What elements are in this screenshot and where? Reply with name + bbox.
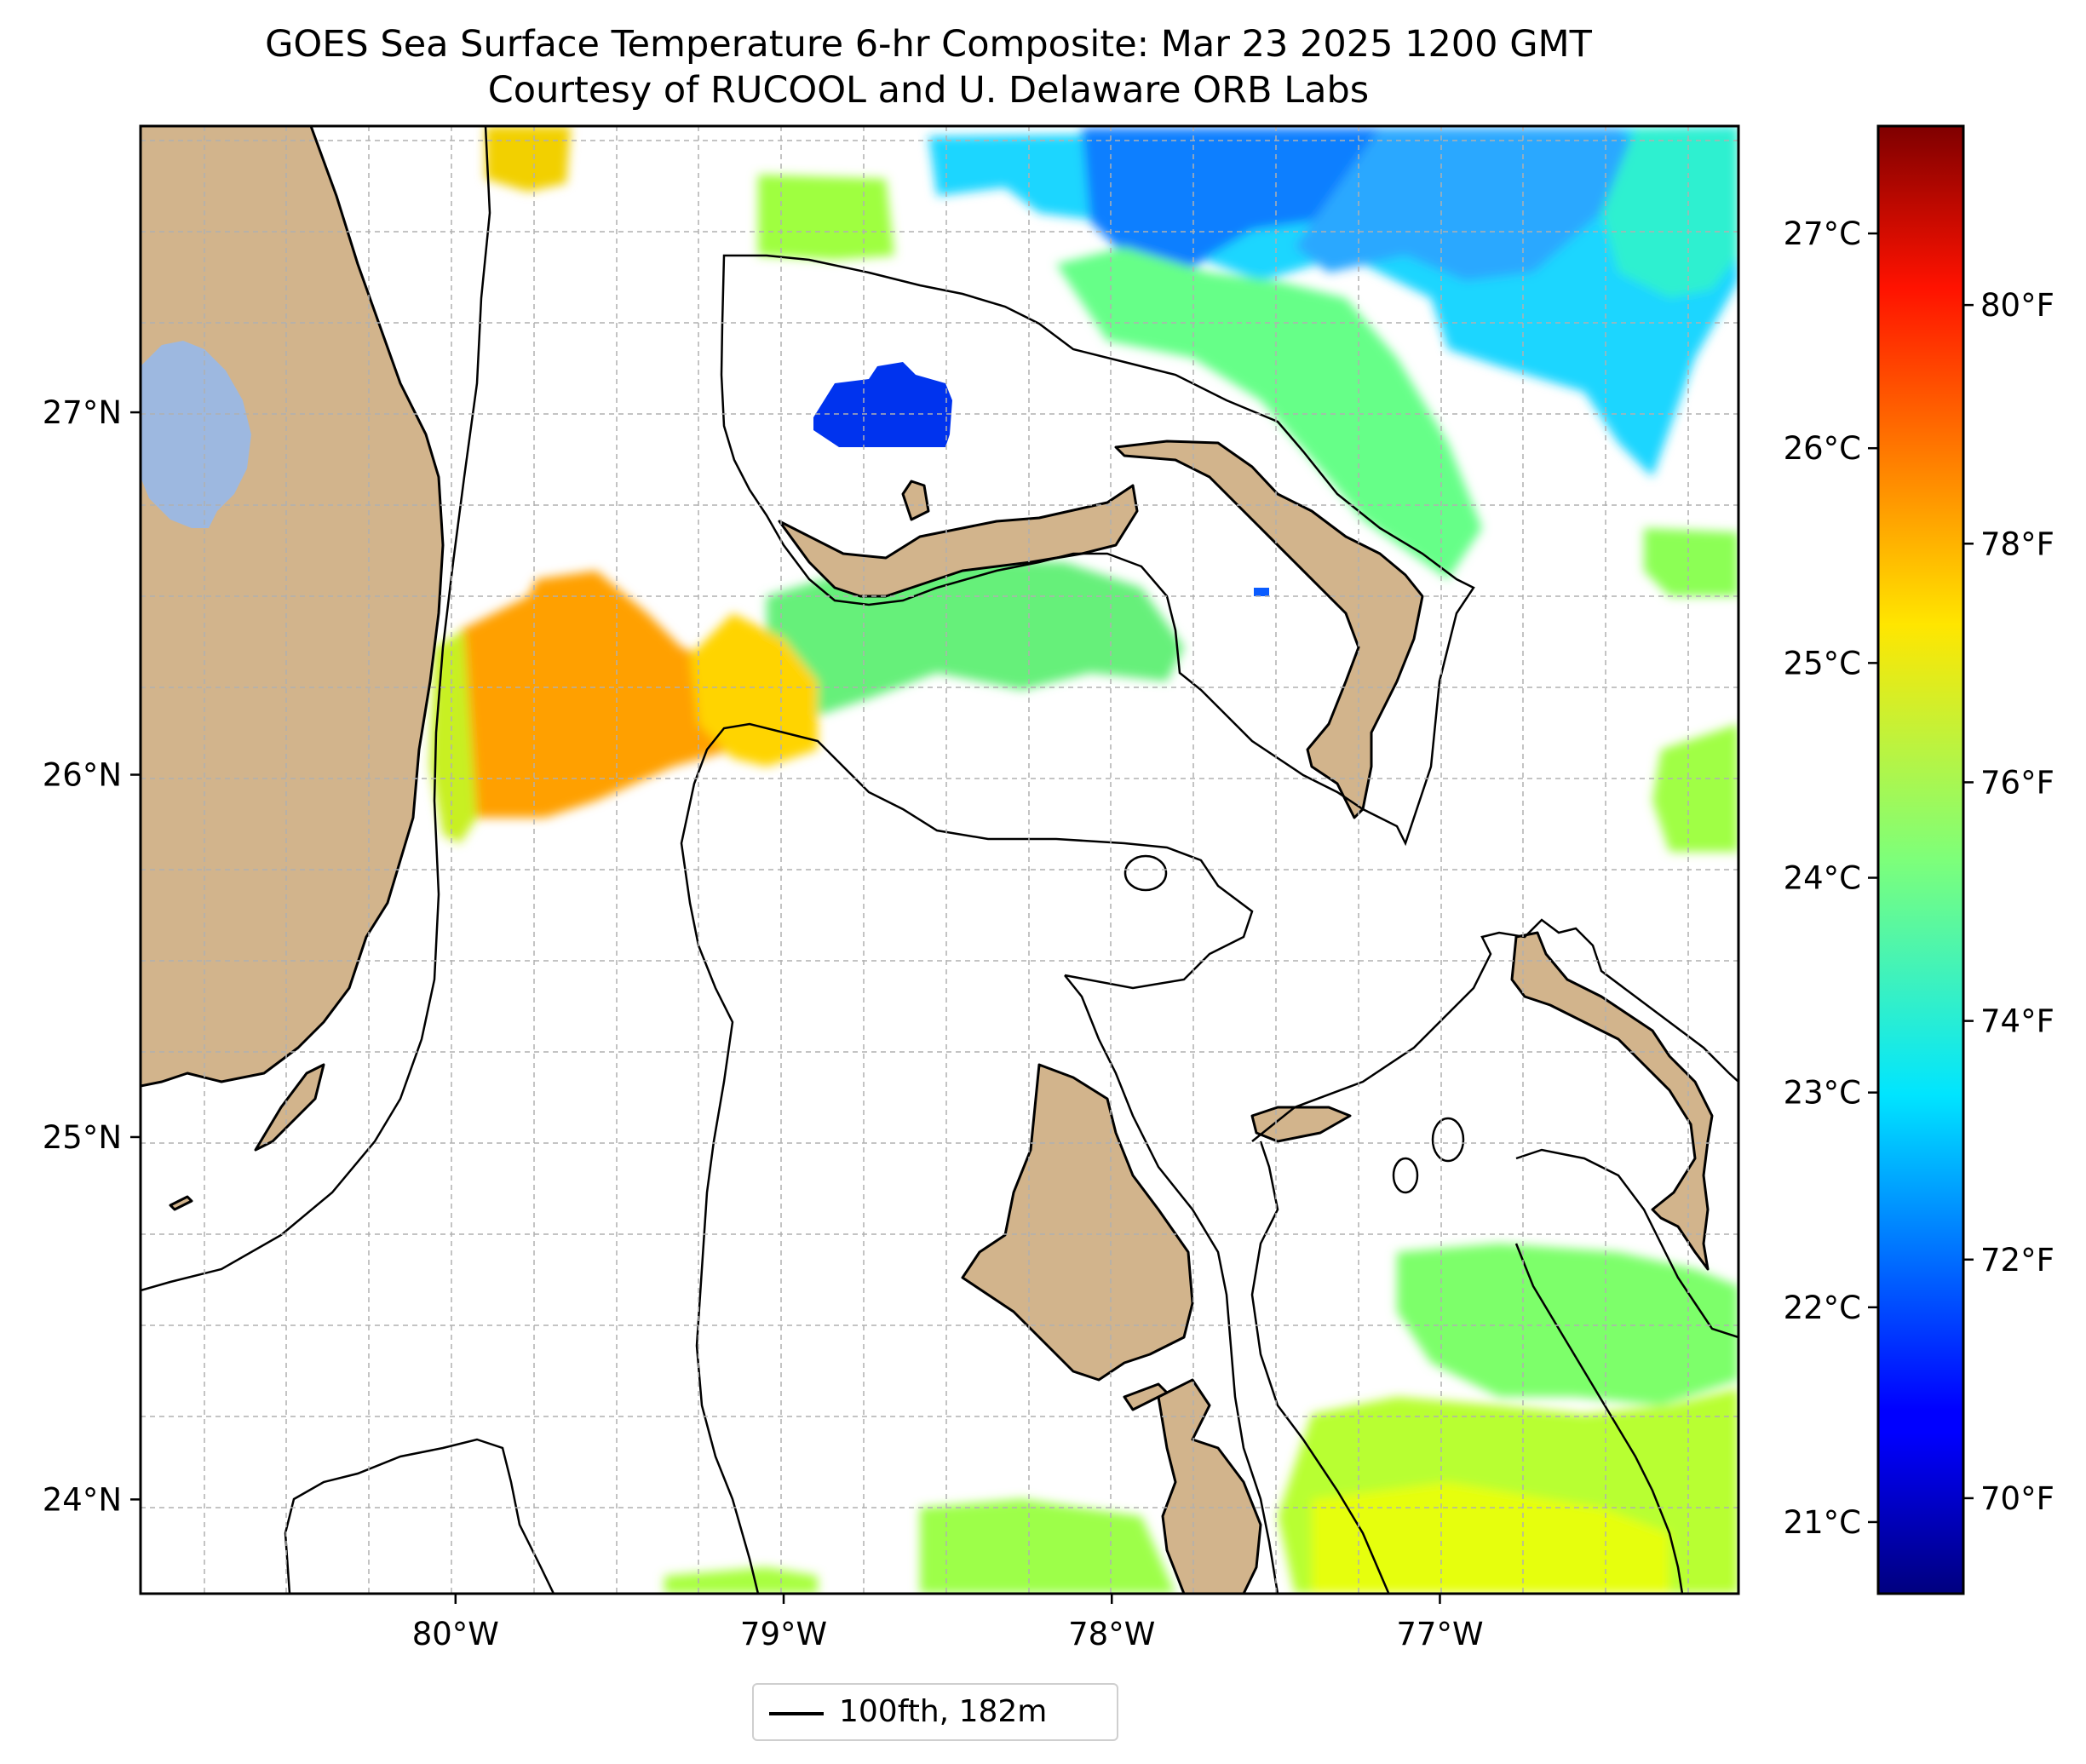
fahrenheit-tick-label: 72°F bbox=[1980, 1242, 2054, 1278]
gridlines bbox=[141, 126, 1738, 1594]
celsius-tick-label: 26°C bbox=[1784, 430, 1861, 467]
lat-tick-label: 27°N bbox=[43, 394, 122, 431]
lon-tick-label: 79°W bbox=[740, 1616, 827, 1652]
colorbar-celsius-axis: 21°C 22°C 23°C 24°C 25°C 26°C 27°C bbox=[1784, 215, 1878, 1541]
lat-tick-label: 25°N bbox=[43, 1119, 122, 1156]
celsius-tick-label: 24°C bbox=[1784, 860, 1861, 897]
abaco-islands bbox=[1114, 440, 1424, 819]
florida-keys-2 bbox=[169, 1195, 193, 1211]
sst-patch-north-small bbox=[758, 175, 894, 260]
isobath-south-bank bbox=[1515, 1148, 1738, 1339]
sst-patch-east-mid-2 bbox=[1652, 724, 1738, 852]
colorbar-fahrenheit-axis: 70°F 72°F 74°F 76°F 78°F 80°F bbox=[1963, 287, 2054, 1517]
fahrenheit-tick-label: 74°F bbox=[1980, 1003, 2054, 1040]
sst-cold-pocket bbox=[813, 362, 952, 447]
sst-patch-south-green bbox=[1397, 1244, 1738, 1405]
sst-patch-south-west bbox=[920, 1499, 1175, 1594]
grand-bahama-west bbox=[901, 480, 930, 521]
sst-patch-northeast-blue bbox=[1082, 128, 1380, 281]
sst-patch-south-far bbox=[664, 1567, 818, 1594]
sst-patch-north-yellow bbox=[486, 126, 571, 192]
sst-cold-pixel bbox=[1254, 588, 1269, 596]
andros-islet bbox=[1123, 1382, 1169, 1411]
sst-patch-south-yellow bbox=[1312, 1482, 1669, 1594]
fahrenheit-tick-label: 80°F bbox=[1980, 287, 2054, 324]
lon-tick-label: 80°W bbox=[412, 1616, 499, 1652]
legend-line-swatch bbox=[769, 1712, 824, 1715]
celsius-tick-label: 21°C bbox=[1784, 1504, 1861, 1541]
sst-patch-east-mid-1 bbox=[1644, 528, 1738, 596]
isobath-exuma-sound bbox=[1251, 918, 1738, 1142]
celsius-tick-label: 23°C bbox=[1784, 1075, 1861, 1112]
lat-tick-label: 26°N bbox=[43, 757, 122, 794]
map-frame bbox=[139, 124, 1740, 1595]
lat-tick-label: 24°N bbox=[43, 1481, 122, 1518]
isobath-contours bbox=[141, 126, 1738, 1594]
sst-patch-green-north bbox=[1056, 247, 1482, 579]
latitude-axis: 27°N 26°N 25°N 24°N bbox=[43, 394, 141, 1518]
sst-patch-warm-edge bbox=[430, 630, 477, 843]
isobath-islet-2 bbox=[1431, 1117, 1465, 1163]
fahrenheit-tick-label: 76°F bbox=[1980, 764, 2054, 801]
longitude-axis: 80°W 79°W 78°W 77°W bbox=[412, 1594, 1484, 1652]
andros-north bbox=[961, 1063, 1194, 1382]
lon-tick-label: 77°W bbox=[1396, 1616, 1483, 1652]
celsius-tick-label: 22°C bbox=[1784, 1290, 1861, 1326]
isobath-florida-shelf bbox=[141, 126, 491, 1292]
lon-tick-label: 78°W bbox=[1068, 1616, 1155, 1652]
map-subtitle: Courtesy of RUCOOL and U. Delaware ORB L… bbox=[487, 69, 1370, 112]
florida-keys-1 bbox=[254, 1063, 325, 1152]
isobath-tongue-of-ocean bbox=[1250, 1141, 1390, 1594]
isobath-islet-3 bbox=[1392, 1157, 1419, 1194]
sst-layer bbox=[141, 126, 1738, 1594]
celsius-tick-label: 25°C bbox=[1784, 645, 1861, 681]
legend-label: 100fth, 182m bbox=[839, 1694, 1048, 1729]
isobath-southwest-cay bbox=[284, 1438, 555, 1594]
fahrenheit-tick-label: 78°F bbox=[1980, 526, 2054, 562]
sst-patch-warm-orange bbox=[451, 571, 767, 818]
sst-patch-east-edge bbox=[1601, 128, 1738, 298]
celsius-tick-label: 27°C bbox=[1784, 215, 1861, 252]
isobath-great-bahama-bank-east bbox=[1064, 974, 1279, 1594]
colorbar-gradient bbox=[1876, 124, 1965, 1595]
eleuthera bbox=[1510, 931, 1714, 1271]
legend: 100fth, 182m bbox=[752, 1683, 1118, 1741]
lake-okeechobee bbox=[141, 341, 251, 528]
isobath-south-channel bbox=[1514, 1243, 1684, 1594]
fahrenheit-tick-label: 70°F bbox=[1980, 1480, 2054, 1517]
isobath-islet-1 bbox=[1123, 854, 1168, 892]
isobath-great-bahama-bank-north bbox=[680, 722, 1254, 1594]
colorbar: 70°F 72°F 74°F 76°F 78°F 80°F 21°C 22°C 23°C 24°… bbox=[1784, 124, 2054, 1595]
sst-patch-warm-yellow bbox=[690, 613, 818, 767]
map-panel: 80°W 79°W 78°W 77°W 27°N 26°N 25°N 24°N bbox=[43, 124, 1740, 1652]
isobath-little-bahama-bank bbox=[720, 254, 1475, 847]
map-title: GOES Sea Surface Temperature 6-hr Compos… bbox=[265, 23, 1592, 66]
sst-patch-northeast-lightblue bbox=[1295, 128, 1661, 281]
